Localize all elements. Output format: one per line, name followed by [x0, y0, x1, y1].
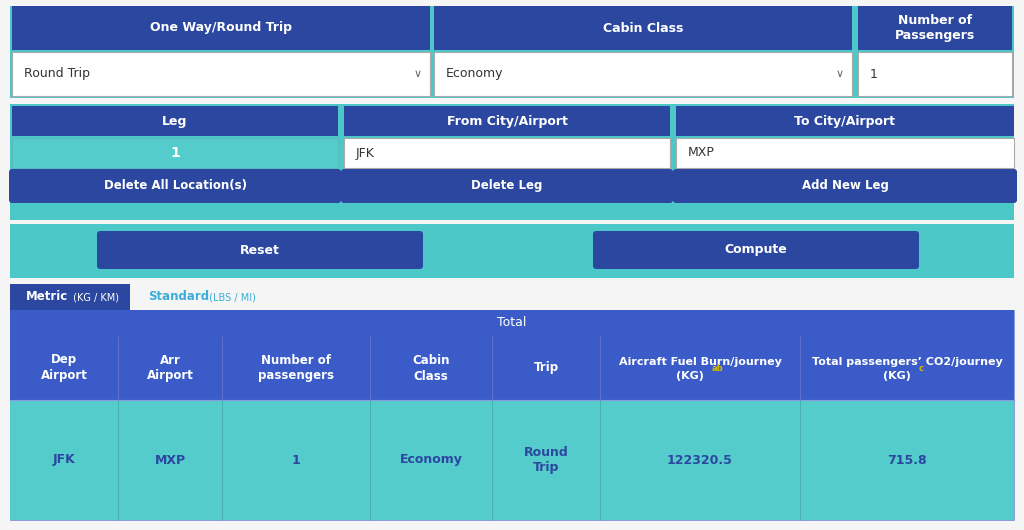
- Text: Trip: Trip: [534, 361, 558, 375]
- FancyBboxPatch shape: [673, 169, 1017, 203]
- Bar: [100, 261, 420, 266]
- Text: To City/Airport: To City/Airport: [795, 114, 896, 128]
- Text: ∨: ∨: [414, 69, 422, 79]
- Text: Round
Trip: Round Trip: [523, 446, 568, 474]
- Bar: [10, 310, 1014, 520]
- Text: 1: 1: [170, 146, 180, 160]
- Text: Cabin
Class: Cabin Class: [413, 354, 450, 383]
- Text: Round Trip: Round Trip: [24, 67, 90, 81]
- Bar: [676, 138, 1014, 168]
- Text: One Way/Round Trip: One Way/Round Trip: [150, 22, 292, 34]
- Bar: [10, 6, 1014, 98]
- FancyBboxPatch shape: [341, 169, 673, 203]
- Text: MXP: MXP: [688, 146, 715, 160]
- Bar: [10, 284, 130, 310]
- Text: Number of
passengers: Number of passengers: [258, 354, 334, 383]
- Bar: [858, 52, 1012, 96]
- Text: JFK: JFK: [52, 454, 76, 466]
- Bar: [344, 106, 670, 136]
- Text: Number of
Passengers: Number of Passengers: [895, 13, 975, 42]
- Bar: [434, 52, 852, 96]
- FancyBboxPatch shape: [97, 231, 423, 269]
- FancyBboxPatch shape: [9, 169, 341, 203]
- Text: Cabin Class: Cabin Class: [603, 22, 683, 34]
- Bar: [434, 6, 852, 50]
- Bar: [596, 261, 916, 266]
- Text: Leg: Leg: [163, 114, 187, 128]
- Text: From City/Airport: From City/Airport: [446, 114, 567, 128]
- Bar: [12, 6, 430, 50]
- Text: Total: Total: [498, 316, 526, 330]
- Text: Reset: Reset: [240, 243, 280, 257]
- Text: Aircraft Fuel Burn/journey: Aircraft Fuel Burn/journey: [618, 357, 781, 367]
- Text: JFK: JFK: [356, 146, 375, 160]
- Text: ∨: ∨: [836, 69, 844, 79]
- Text: (KG): (KG): [676, 371, 703, 381]
- Text: (KG / KM): (KG / KM): [70, 292, 119, 302]
- Bar: [676, 195, 1014, 200]
- Bar: [12, 52, 430, 96]
- Text: Economy: Economy: [446, 67, 504, 81]
- Text: Delete Leg: Delete Leg: [471, 180, 543, 192]
- Text: MXP: MXP: [155, 454, 185, 466]
- Text: 122320.5: 122320.5: [667, 454, 733, 466]
- Text: 715.8: 715.8: [887, 454, 927, 466]
- Text: Standard: Standard: [148, 290, 209, 304]
- Text: Dep
Airport: Dep Airport: [41, 354, 87, 383]
- Text: 1: 1: [870, 67, 878, 81]
- FancyBboxPatch shape: [593, 231, 919, 269]
- Text: Total passengers’ CO2/journey: Total passengers’ CO2/journey: [812, 357, 1002, 367]
- Text: Compute: Compute: [725, 243, 787, 257]
- Bar: [10, 310, 1014, 336]
- Bar: [344, 195, 670, 200]
- Text: Add New Leg: Add New Leg: [802, 180, 889, 192]
- Text: Metric: Metric: [26, 290, 69, 304]
- Text: c: c: [919, 364, 924, 373]
- Bar: [12, 138, 338, 168]
- Text: Delete All Location(s): Delete All Location(s): [103, 180, 247, 192]
- Text: Arr
Airport: Arr Airport: [146, 354, 194, 383]
- Bar: [344, 138, 670, 168]
- Bar: [858, 6, 1012, 50]
- Bar: [12, 195, 338, 200]
- Text: Economy: Economy: [399, 454, 463, 466]
- Text: ab: ab: [712, 364, 724, 373]
- Bar: [10, 400, 1014, 520]
- Bar: [10, 336, 1014, 400]
- Text: 1: 1: [292, 454, 300, 466]
- Bar: [12, 106, 338, 136]
- Bar: [10, 306, 130, 310]
- Bar: [10, 104, 1014, 220]
- Bar: [10, 224, 1014, 278]
- Text: (LBS / MI): (LBS / MI): [206, 292, 256, 302]
- Bar: [676, 106, 1014, 136]
- Text: (KG): (KG): [883, 371, 911, 381]
